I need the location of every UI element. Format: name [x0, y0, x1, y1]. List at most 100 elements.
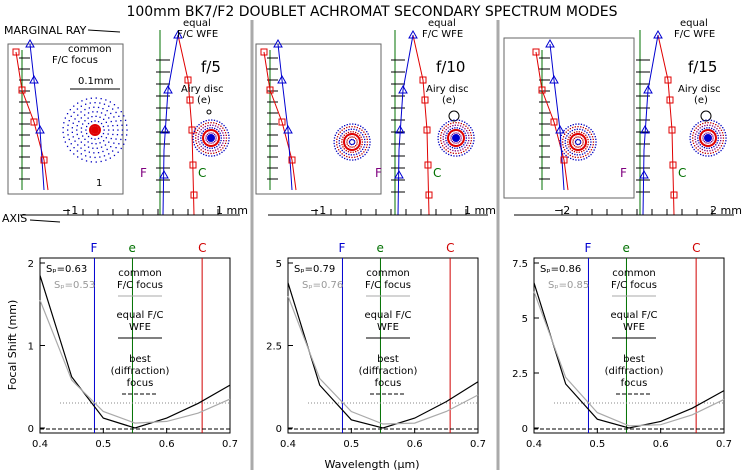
C-ray-label: C — [678, 166, 686, 180]
spot-dot — [577, 138, 579, 141]
spot-dot — [715, 130, 717, 132]
blue-marker — [277, 74, 287, 84]
spot-dot — [451, 127, 454, 130]
spot-dot — [227, 132, 229, 134]
spot-dot — [580, 156, 582, 158]
spot-dot — [95, 115, 97, 117]
spot-dot — [708, 147, 710, 149]
spot-dot — [578, 143, 580, 145]
spot-dot — [704, 125, 706, 127]
spot-dot — [199, 131, 201, 133]
spot-dot — [457, 124, 459, 126]
spot-dot — [87, 112, 90, 114]
spot-dot — [339, 137, 341, 139]
spot-dot — [366, 144, 368, 146]
blue-marker — [643, 84, 653, 94]
spot-dot — [121, 129, 124, 131]
spot-dot — [470, 134, 472, 136]
spot-dot — [350, 128, 352, 130]
spot-dot — [353, 142, 355, 145]
spot-dot — [87, 141, 89, 143]
spot-dot — [368, 136, 370, 138]
airy-disc — [206, 109, 212, 115]
spot-dot — [87, 135, 90, 138]
box-tick-label: 1 — [96, 178, 102, 189]
spot-dot — [356, 126, 358, 129]
spot-dot — [577, 146, 579, 148]
spot-dot — [586, 132, 588, 134]
spot-dot — [80, 111, 82, 113]
spot-dot — [576, 151, 578, 153]
spot-dot — [113, 154, 116, 157]
spot-dot — [564, 133, 566, 135]
spot-dot — [216, 154, 218, 156]
red-marker — [424, 161, 432, 169]
spot-dot — [582, 143, 584, 145]
spot-dot — [343, 151, 345, 153]
spot-dot — [195, 137, 197, 139]
spot-dot — [565, 137, 567, 139]
spot-dot — [354, 123, 357, 125]
spot-dot — [351, 156, 353, 159]
spot-dot — [438, 144, 440, 146]
spot-dot — [84, 114, 86, 116]
blue-marker — [408, 29, 418, 39]
airy-label: Airy disc — [678, 84, 721, 95]
spot-dot — [107, 133, 109, 135]
spot-dot — [356, 139, 358, 141]
spot-dot — [574, 129, 576, 131]
mm-axis-right: 1 mm — [464, 204, 496, 217]
spot-dot — [209, 147, 211, 149]
spot-dot — [575, 136, 577, 138]
spot-dot — [705, 119, 707, 121]
spot-dot — [67, 129, 69, 131]
spot-dot — [442, 145, 444, 147]
spot-dot — [463, 150, 465, 153]
spot-dot — [707, 152, 709, 155]
spot-dot — [441, 148, 443, 151]
common-label: F/C focus — [52, 55, 98, 66]
spot-dot — [453, 142, 455, 144]
spot-dot — [590, 153, 592, 156]
spot-dot — [348, 126, 350, 128]
spot-dot — [211, 119, 213, 121]
series-gray — [39, 299, 231, 424]
spot-dot — [569, 154, 571, 157]
spot-dot — [225, 137, 228, 139]
spot-dot — [117, 151, 119, 153]
spot-dot — [99, 142, 101, 144]
spot-dot — [581, 129, 584, 131]
spot-dot — [360, 146, 362, 148]
spot-dot — [454, 150, 456, 152]
red-marker — [12, 48, 20, 56]
legend-best: best — [377, 354, 399, 365]
spot-dot — [717, 139, 719, 142]
spot-dot — [720, 129, 723, 131]
spot-dot — [564, 149, 566, 151]
spot-dot — [473, 134, 475, 136]
spot-dot — [579, 142, 581, 145]
spot-dot — [205, 137, 207, 139]
spot-dot — [349, 143, 351, 145]
spot-dot — [343, 154, 345, 157]
spot-dot — [455, 132, 457, 134]
red-marker — [423, 126, 431, 134]
spot-dot — [104, 144, 107, 146]
spot-dot — [362, 134, 364, 136]
spot-core — [452, 134, 460, 142]
spot-dot — [94, 138, 96, 140]
spot-dot — [465, 149, 467, 151]
series-gray — [533, 291, 725, 427]
spot-dot — [710, 152, 712, 154]
spot-dot — [333, 137, 336, 139]
spot-core-ring — [447, 129, 465, 147]
spot-dot — [567, 156, 569, 158]
spot-dot — [689, 136, 691, 138]
spot-dot — [218, 130, 220, 132]
spot-dot — [200, 139, 202, 142]
spot-dot — [76, 108, 79, 110]
spot-dot — [211, 155, 213, 157]
spot-dot — [574, 156, 576, 158]
spot-dot — [82, 135, 84, 137]
spot-dot — [341, 129, 343, 131]
